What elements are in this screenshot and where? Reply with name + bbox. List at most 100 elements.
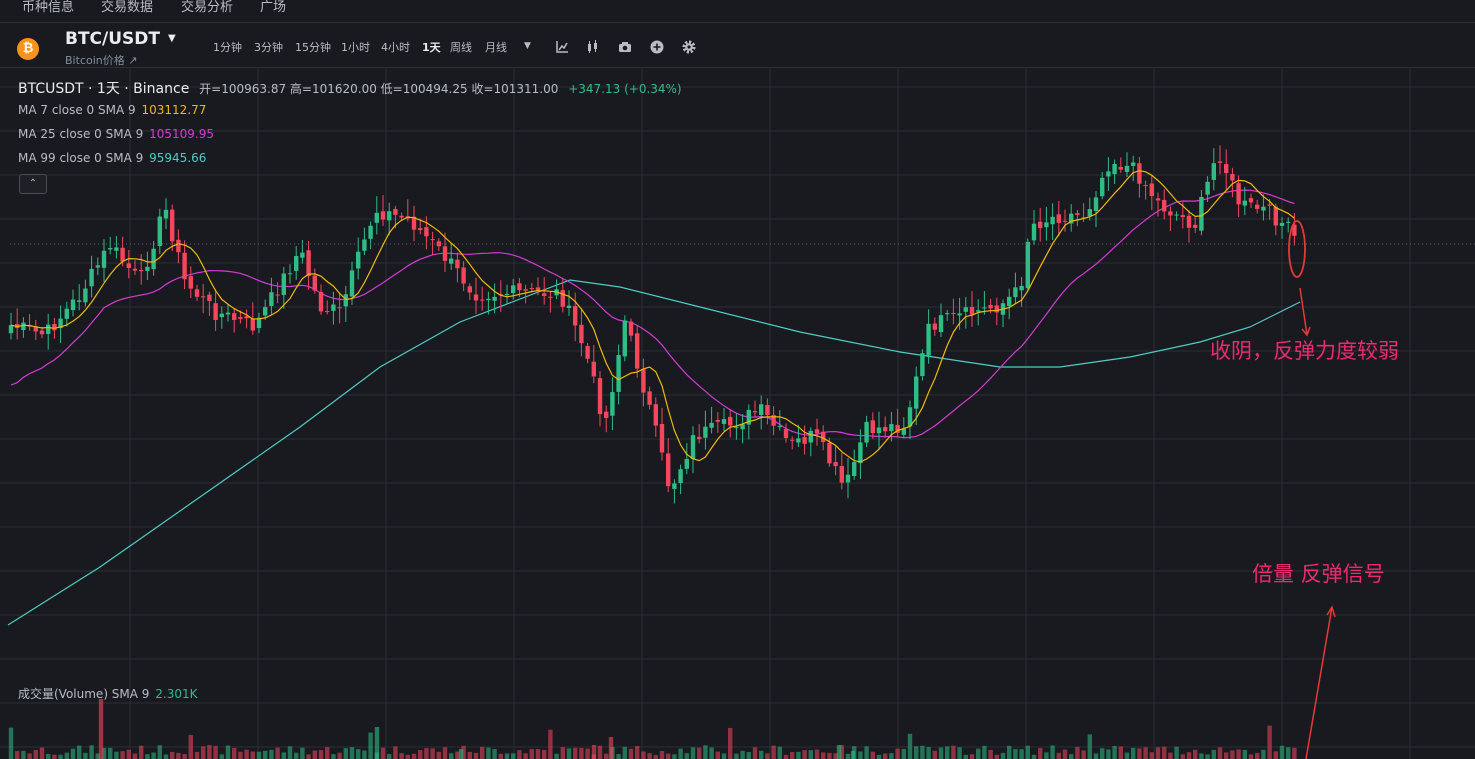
interval-1d[interactable]: 1天 (422, 41, 441, 54)
candle-body (684, 458, 689, 469)
candle-body (83, 288, 88, 303)
candle-body (641, 368, 646, 393)
volume-bar (976, 748, 981, 759)
candle-body (1155, 198, 1161, 201)
nav-trade-data[interactable]: 交易数据 (101, 0, 154, 15)
candle-body (399, 215, 404, 218)
volume-bar (672, 754, 677, 759)
candle-body (374, 212, 379, 223)
candle-body (678, 469, 683, 483)
candle-body (1162, 199, 1167, 212)
ma99-layer (7, 279, 1301, 626)
volume-bar (101, 747, 107, 759)
candle-body (1261, 206, 1266, 211)
camera-icon[interactable] (618, 41, 632, 53)
interval-week[interactable]: 周线 (450, 41, 472, 54)
candle-body (864, 421, 869, 443)
collapse-legend-button[interactable]: ⌃ (19, 174, 47, 194)
pair-selector[interactable]: BTC/USDT (65, 29, 160, 49)
volume-bar (1292, 747, 1297, 759)
chevron-down-icon[interactable]: ▼ (168, 33, 176, 44)
volume-bar (963, 754, 968, 759)
volume-bar (746, 752, 751, 759)
candle-body (1137, 163, 1142, 184)
candle-body (1044, 222, 1049, 228)
candle-body (672, 483, 677, 489)
interval-1m[interactable]: 1分钟 (213, 41, 242, 54)
interval-4h[interactable]: 4小时 (381, 41, 410, 54)
candle-body (455, 259, 460, 269)
candle-body (591, 361, 596, 377)
candle-body (52, 324, 57, 331)
volume-bar (765, 753, 770, 759)
candle-body (889, 424, 894, 432)
volume-bar (616, 754, 621, 759)
volume-bar (325, 747, 330, 759)
nav-square[interactable]: 广场 (260, 0, 287, 15)
price-chart[interactable] (0, 67, 1475, 759)
candle-body (145, 266, 150, 271)
nav-coin-info[interactable]: 币种信息 (22, 0, 75, 15)
candle-body (132, 268, 138, 271)
interval-15m[interactable]: 15分钟 (295, 41, 331, 54)
candle-body (845, 474, 851, 483)
volume-bar (752, 747, 758, 759)
ma25-legend[interactable]: MA 25 close 0 SMA 9 105109.95 (18, 127, 214, 141)
volume-bar (461, 745, 466, 759)
volume-bar (52, 754, 57, 759)
volume-bar (287, 746, 293, 759)
candle-body (827, 442, 832, 464)
candle-body (1248, 198, 1254, 203)
interval-month[interactable]: 月线 (485, 41, 507, 54)
ma99-legend[interactable]: MA 99 close 0 SMA 9 95945.66 (18, 151, 206, 165)
volume-bar (517, 750, 522, 759)
candle-body (1013, 287, 1018, 298)
candle-body (281, 273, 286, 295)
candle-body (58, 318, 63, 329)
volume-bar (628, 748, 634, 759)
volume-bar (1106, 749, 1111, 759)
volume-bar (635, 745, 640, 759)
indicator-icon[interactable] (555, 40, 569, 54)
nav-trade-analysis[interactable]: 交易分析 (181, 0, 234, 15)
volume-bar (920, 745, 925, 759)
candle-body (1093, 197, 1099, 211)
candle-body (1075, 213, 1080, 215)
volume-bar (771, 745, 776, 759)
candle-body (1174, 214, 1179, 216)
annotation-volume-signal: 倍量 反弹信号 (1252, 562, 1385, 586)
candle-body (566, 305, 572, 308)
candles-layer (8, 145, 1297, 504)
volume-bar (145, 754, 150, 759)
interval-1h[interactable]: 1小时 (341, 41, 370, 54)
candle-body (219, 313, 224, 318)
interval-more-icon[interactable]: ▼ (524, 41, 531, 51)
add-icon[interactable] (650, 40, 664, 54)
candle-body (306, 250, 311, 277)
volume-bar (1162, 746, 1167, 759)
settings-icon[interactable] (682, 40, 696, 54)
candle-body (659, 423, 665, 453)
volume-bar (8, 727, 14, 759)
volume-value: 2.301K (155, 687, 198, 701)
volume-bar (697, 747, 702, 759)
top-nav: 币种信息 交易数据 交易分析 广场 (0, 0, 1475, 23)
candle-body (194, 289, 200, 297)
volume-bar (405, 754, 410, 759)
candle-body (932, 323, 937, 330)
candle-body (300, 252, 305, 258)
volume-bar (157, 745, 162, 759)
candle-body (312, 275, 317, 291)
candle-type-icon[interactable] (586, 40, 600, 54)
interval-3m[interactable]: 3分钟 (254, 41, 283, 54)
coin-price-link[interactable]: Bitcoin价格 ↗ (65, 54, 138, 67)
candle-body (33, 326, 38, 332)
candle-body (337, 307, 342, 309)
volume-bar (244, 749, 249, 759)
volume-bar (845, 753, 851, 759)
candle-body (368, 225, 373, 239)
volume-bar (188, 734, 193, 759)
ma7-legend[interactable]: MA 7 close 0 SMA 9 103112.77 (18, 103, 206, 117)
volume-bar (870, 751, 875, 759)
candle-body (1062, 220, 1068, 222)
